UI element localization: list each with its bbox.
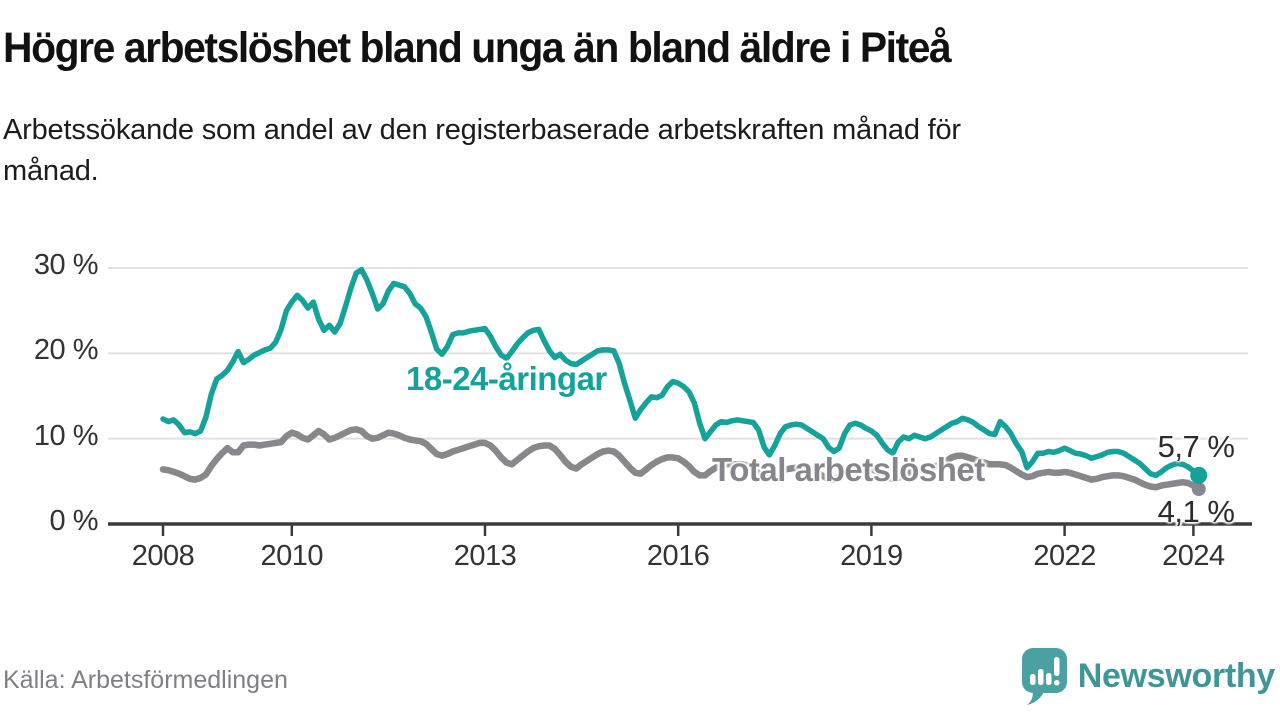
x-tick-label: 2010: [260, 540, 324, 572]
x-tick-label: 2019: [840, 540, 903, 572]
brand-lockup: Newsworthy: [1020, 645, 1275, 707]
series-label-total: Total arbetslöshet: [712, 451, 985, 488]
x-tick-label: 2022: [1033, 540, 1096, 572]
source-note: Källa: Arbetsförmedlingen: [3, 666, 288, 694]
x-tick-label: 2024: [1162, 540, 1225, 572]
x-tick-label: 2013: [453, 540, 517, 572]
subtitle-line-1: Arbetssökande som andel av den registerb…: [3, 114, 961, 146]
chart-subtitle: Arbetssökande som andel av den registerb…: [3, 110, 1203, 192]
y-tick-label: 10 %: [33, 419, 99, 452]
x-tick-label: 2008: [131, 540, 195, 572]
end-value-total: 4,1 %: [1157, 494, 1235, 529]
youth-end-dot: [1190, 466, 1208, 484]
page-title: Högre arbetslöshet bland unga än bland ä…: [3, 24, 952, 72]
total-end-dot: [1191, 482, 1206, 497]
series-label-youth: 18-24-åringar: [406, 360, 607, 397]
newsworthy-logo-icon: [1021, 648, 1067, 705]
y-tick-label: 30 %: [33, 249, 99, 281]
end-value-youth: 5,7 %: [1157, 429, 1235, 464]
x-tick-label: 2016: [646, 540, 710, 572]
y-tick-label: 0 %: [49, 505, 99, 537]
youth-line: [160, 266, 1202, 479]
line-chart: [108, 266, 1252, 536]
y-tick-label: 20 %: [33, 334, 99, 367]
total-line: [159, 426, 1203, 493]
brand-wordmark: Newsworthy: [1077, 656, 1276, 695]
subtitle-line-2: månad.: [3, 155, 99, 187]
